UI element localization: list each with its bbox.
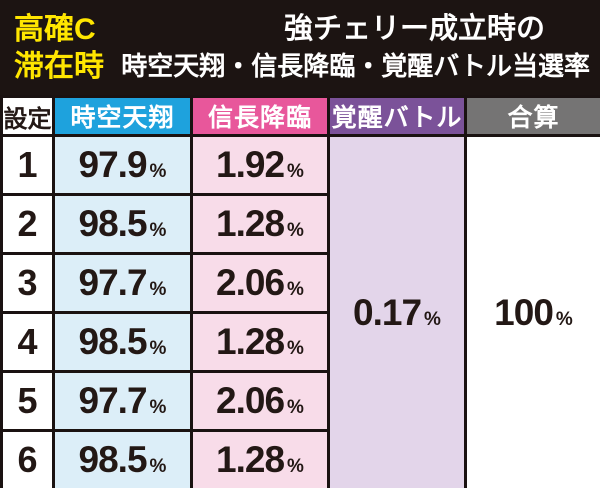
setting-cell: 1	[0, 134, 55, 196]
rate-value: 1.28	[216, 203, 285, 244]
nobunaga-rate-cell: 2.06%	[190, 370, 330, 432]
table-row: 1 97.9% 1.92% 0.17% 100%	[0, 134, 600, 488]
setting-cell: 6	[0, 429, 55, 488]
kakusei-rate-merged-cell: 0.17%	[327, 134, 467, 488]
percent-sign: %	[287, 279, 304, 300]
percent-sign: %	[287, 397, 304, 418]
rate-value: 0.17	[353, 291, 422, 333]
nobunaga-rate-cell: 2.06%	[190, 252, 330, 314]
rate-value: 2.06	[216, 380, 285, 421]
col-header-setting: 設定	[0, 95, 55, 137]
rate-value: 1.92	[216, 144, 285, 185]
col-header-kakusei: 覚醒バトル	[327, 95, 467, 137]
title-line2: 時空天翔・信長降臨・覚醒バトル当選率	[121, 50, 590, 81]
setting-cell: 4	[0, 311, 55, 373]
jikuu-rate-cell: 97.7%	[52, 370, 193, 432]
nobunaga-rate-cell: 1.28%	[190, 193, 330, 255]
title-line1: 強チェリー成立時の	[283, 12, 545, 45]
percent-sign: %	[287, 161, 304, 182]
nobunaga-rate-cell: 1.28%	[190, 311, 330, 373]
col-header-jikuu: 時空天翔	[52, 95, 193, 137]
rate-value: 98.5	[78, 439, 148, 480]
state-badge-line2: 滞在時	[14, 49, 104, 83]
jikuu-rate-cell: 97.7%	[52, 252, 193, 314]
rate-value: 1.28	[216, 439, 285, 480]
table-header-row: 設定 時空天翔 信長降臨 覚醒バトル 合算	[0, 95, 600, 137]
page-title: 強チェリー成立時の 時空天翔・信長降臨・覚醒バトル当選率	[121, 11, 590, 85]
rate-value: 2.06	[216, 262, 285, 303]
percent-sign: %	[149, 338, 167, 359]
percent-sign: %	[424, 308, 441, 330]
header-band: 高確C 滞在時 強チェリー成立時の 時空天翔・信長降臨・覚醒バトル当選率	[0, 0, 600, 95]
jikuu-rate-cell: 98.5%	[52, 311, 193, 373]
percent-sign: %	[287, 456, 304, 477]
percent-sign: %	[149, 279, 167, 300]
col-header-nobunaga: 信長降臨	[190, 95, 330, 137]
rate-value: 97.7	[78, 262, 148, 303]
setting-cell: 2	[0, 193, 55, 255]
rate-value: 97.9	[78, 144, 148, 185]
state-badge: 高確C 滞在時	[14, 11, 104, 85]
percent-sign: %	[287, 220, 304, 241]
percent-sign: %	[555, 308, 573, 330]
percent-sign: %	[287, 338, 304, 359]
jikuu-rate-cell: 98.5%	[52, 193, 193, 255]
percent-sign: %	[149, 456, 167, 477]
table-row: 6 98.5% 1.28%	[0, 429, 600, 488]
state-badge-line1: 高確C	[14, 12, 96, 46]
setting-cell: 5	[0, 370, 55, 432]
rate-table: 設定 時空天翔 信長降臨 覚醒バトル 合算 1 97.9% 1.92% 0.17…	[0, 95, 600, 488]
col-header-gassan: 合算	[464, 95, 600, 137]
table-row: 3 97.7% 2.06%	[0, 252, 600, 314]
percent-sign: %	[149, 397, 167, 418]
setting-cell: 3	[0, 252, 55, 314]
table-row: 4 98.5% 1.28%	[0, 311, 600, 373]
rate-value: 98.5	[78, 203, 148, 244]
jikuu-rate-cell: 98.5%	[52, 429, 193, 488]
table-body: 1 97.9% 1.92% 0.17% 100% 2 98.5% 1.28% 3…	[0, 134, 600, 488]
percent-sign: %	[149, 220, 167, 241]
table-row: 5 97.7% 2.06%	[0, 370, 600, 432]
table-header: 設定 時空天翔 信長降臨 覚醒バトル 合算	[0, 95, 600, 137]
nobunaga-rate-cell: 1.28%	[190, 429, 330, 488]
rate-value: 97.7	[78, 380, 148, 421]
nobunaga-rate-cell: 1.92%	[190, 134, 330, 196]
table-row: 2 98.5% 1.28%	[0, 193, 600, 255]
rate-value: 100	[494, 291, 554, 333]
rate-value: 98.5	[78, 321, 148, 362]
percent-sign: %	[149, 161, 167, 182]
rate-value: 1.28	[216, 321, 285, 362]
gassan-rate-merged-cell: 100%	[464, 134, 600, 488]
jikuu-rate-cell: 97.9%	[52, 134, 193, 196]
